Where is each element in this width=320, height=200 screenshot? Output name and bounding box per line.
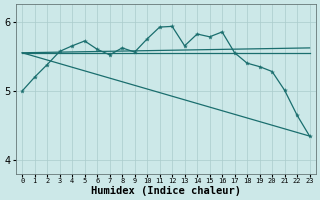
X-axis label: Humidex (Indice chaleur): Humidex (Indice chaleur) — [91, 186, 241, 196]
